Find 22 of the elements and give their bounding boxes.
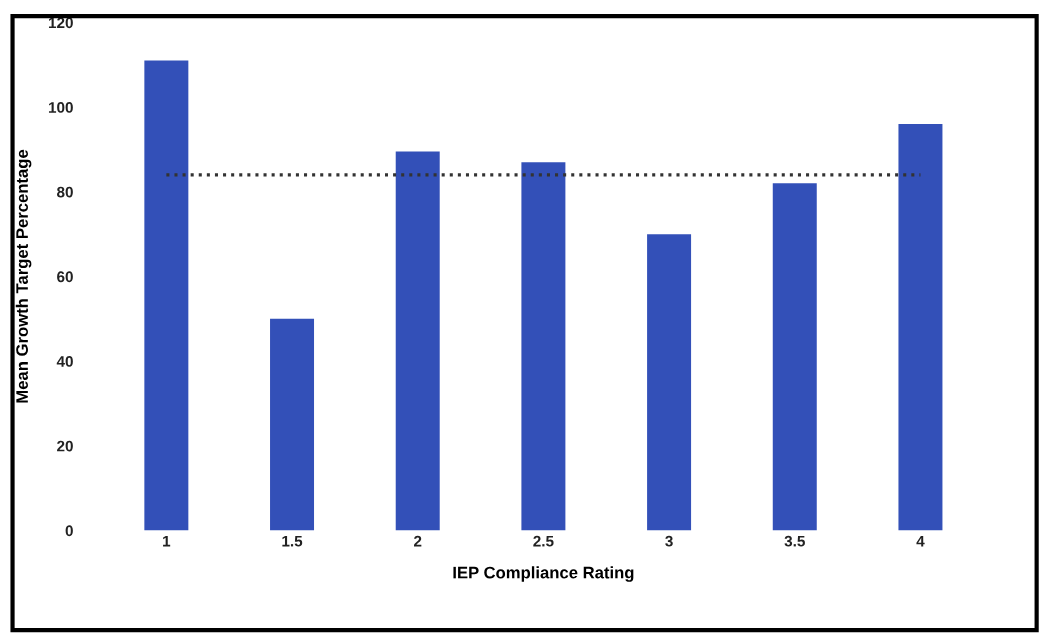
y-axis-title: Mean Growth Target Percentage <box>15 149 32 403</box>
x-tick-label: 4 <box>916 535 925 547</box>
bar <box>395 151 440 531</box>
y-tick-label: 40 <box>56 356 73 367</box>
bar <box>647 234 692 531</box>
x-tick-label: 2.5 <box>533 535 554 547</box>
bar <box>144 60 189 531</box>
x-tick-label: 1 <box>163 535 171 547</box>
y-tick-label: 80 <box>57 186 73 198</box>
x-tick-label: 2 <box>414 535 422 547</box>
bar <box>521 162 566 531</box>
y-tick-label: 20 <box>57 440 73 452</box>
y-tick-label: 0 <box>65 525 73 537</box>
y-tick-label: 60 <box>57 271 73 283</box>
y-tick-label: 100 <box>48 102 73 113</box>
x-tick-label: 1.5 <box>282 535 303 547</box>
bar <box>772 183 817 531</box>
x-tick-label: 3.5 <box>784 535 805 547</box>
x-tick-label: 3 <box>665 535 673 547</box>
bar <box>898 124 943 531</box>
bar <box>270 318 315 531</box>
x-axis-title: IEP Compliance Rating <box>453 566 634 582</box>
